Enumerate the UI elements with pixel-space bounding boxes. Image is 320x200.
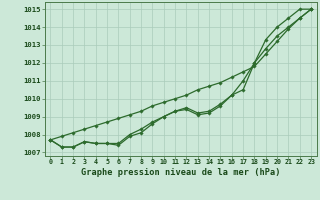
X-axis label: Graphe pression niveau de la mer (hPa): Graphe pression niveau de la mer (hPa) xyxy=(81,168,281,177)
